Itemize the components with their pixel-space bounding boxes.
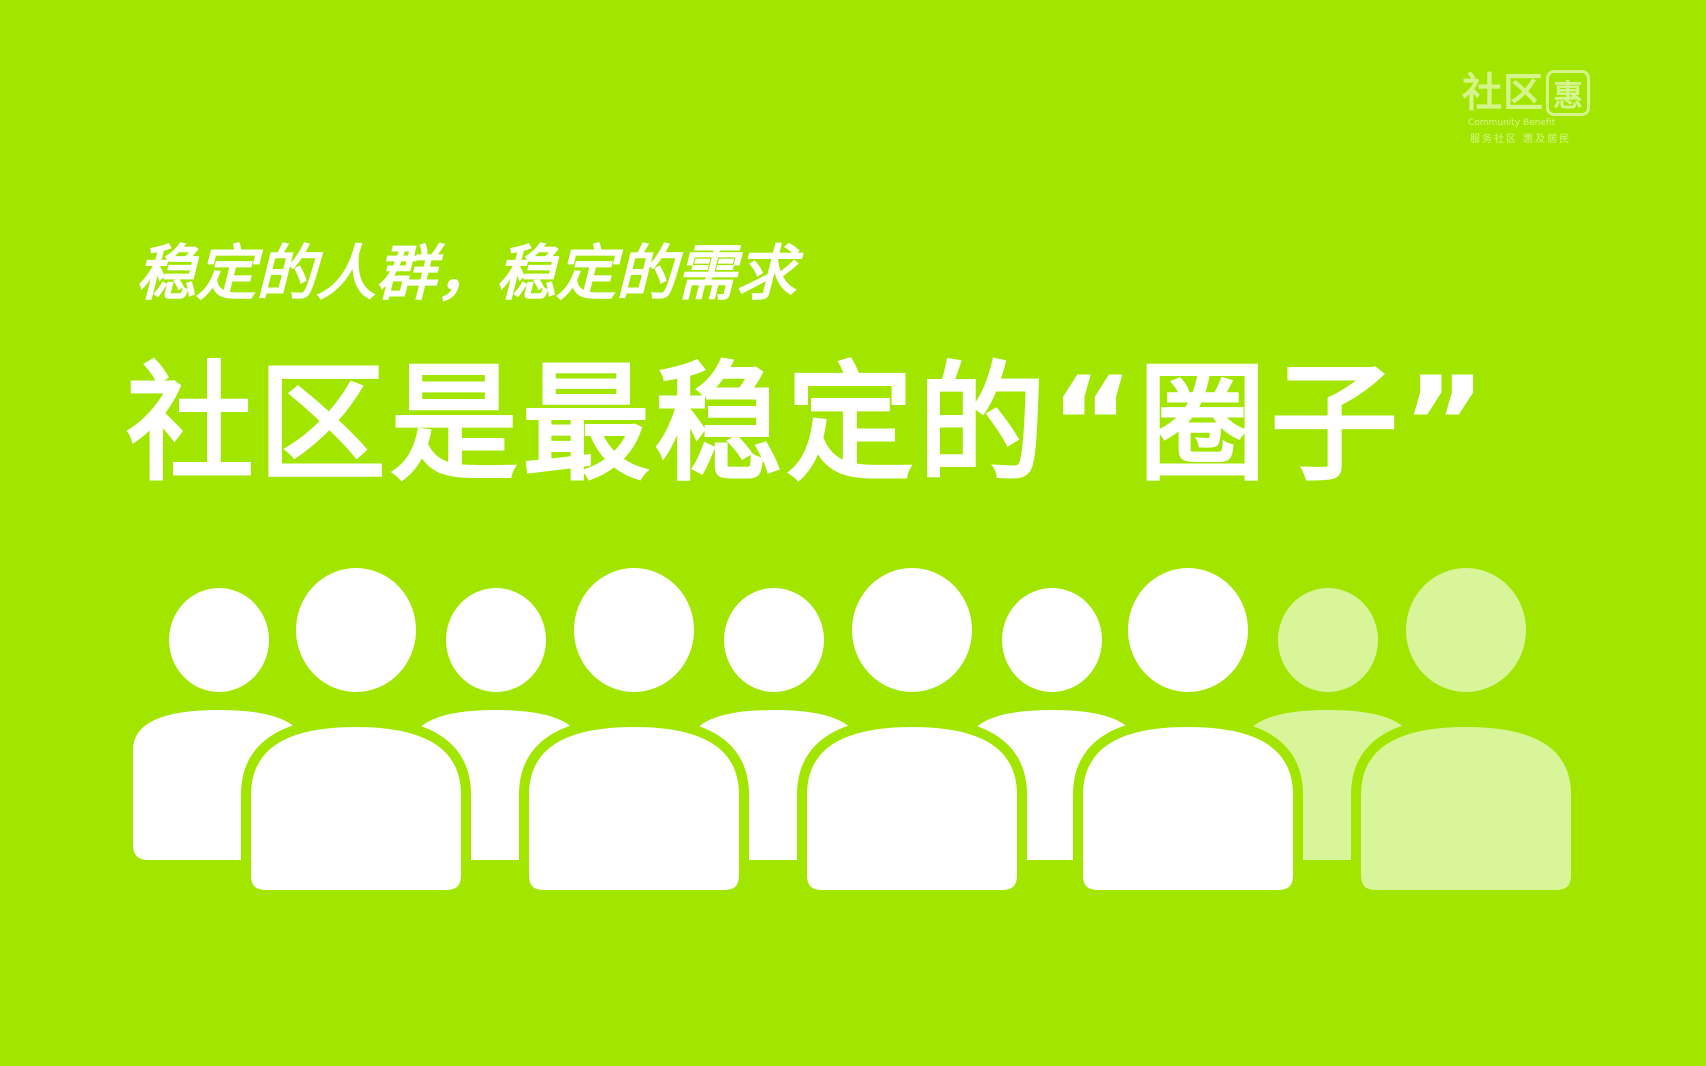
logo-mark: 社区 惠 [1462, 70, 1590, 116]
brand-logo: 社区 惠 Community Benefit 服务社区 惠及居民 [1462, 70, 1610, 146]
logo-slogan: 服务社区 惠及居民 [1470, 134, 1572, 145]
logo-english: Community Benefit [1468, 118, 1556, 128]
person-figure [241, 560, 471, 900]
front-row-figures [241, 560, 1581, 900]
logo-icon: 惠 [1546, 70, 1590, 116]
person-figure [1073, 560, 1303, 900]
person-figure [797, 560, 1027, 900]
crowd-of-people-icon [133, 560, 1581, 900]
page-title: 社区是最稳定的“圈子” [126, 350, 1491, 499]
person-figure [519, 560, 749, 900]
logo-text: 社区 [1462, 70, 1544, 116]
subtitle: 稳定的人群，稳定的需求 [136, 239, 796, 309]
person-figure-faded [1351, 560, 1581, 900]
